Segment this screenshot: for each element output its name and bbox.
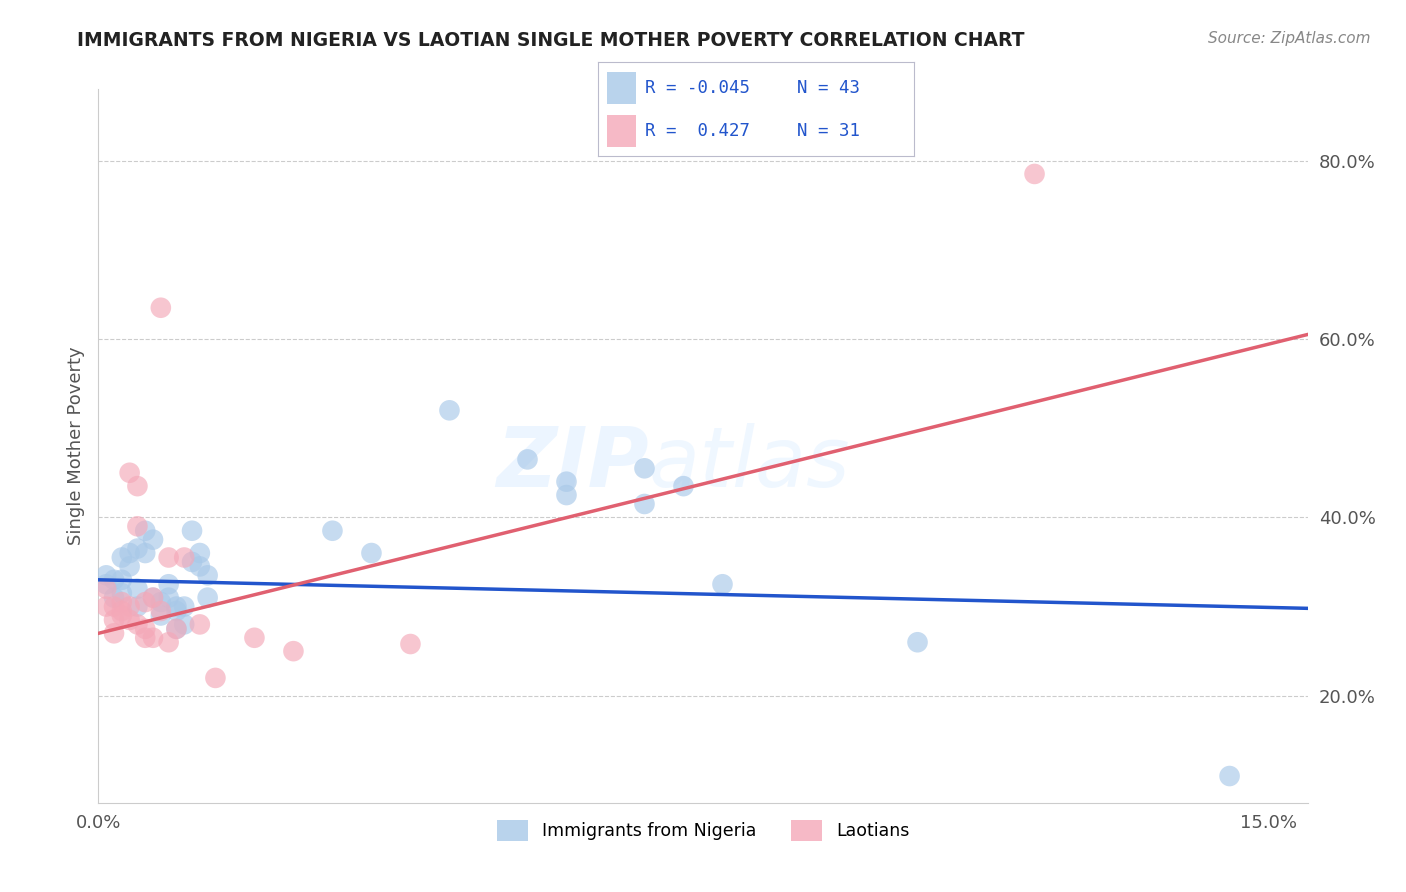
Point <box>633 461 655 475</box>
Point <box>188 559 211 574</box>
Point <box>96 577 118 591</box>
Point <box>142 631 165 645</box>
Point <box>111 608 134 623</box>
Point <box>1219 769 1241 783</box>
Point <box>633 497 655 511</box>
Point <box>118 613 141 627</box>
Point <box>127 599 149 614</box>
Point <box>111 586 134 600</box>
Point <box>188 617 211 632</box>
Point <box>555 475 578 489</box>
Text: R =  0.427: R = 0.427 <box>645 122 749 140</box>
Point <box>96 582 118 596</box>
Point <box>1024 167 1046 181</box>
Point <box>173 599 195 614</box>
Point <box>96 568 118 582</box>
Point <box>103 626 125 640</box>
Point <box>149 608 172 623</box>
Point <box>111 573 134 587</box>
Point <box>149 604 172 618</box>
Point <box>134 631 156 645</box>
Point <box>360 546 382 560</box>
Text: ZIP: ZIP <box>496 424 648 504</box>
Y-axis label: Single Mother Poverty: Single Mother Poverty <box>66 347 84 545</box>
Point <box>134 595 156 609</box>
Point <box>672 479 695 493</box>
Point <box>321 524 343 538</box>
Point <box>127 541 149 556</box>
Point <box>142 591 165 605</box>
Point <box>165 622 187 636</box>
Point <box>907 635 929 649</box>
Point <box>127 479 149 493</box>
Text: Source: ZipAtlas.com: Source: ZipAtlas.com <box>1208 31 1371 46</box>
Point <box>197 568 219 582</box>
Point <box>204 671 226 685</box>
Text: atlas: atlas <box>648 424 851 504</box>
Point <box>243 631 266 645</box>
Point <box>111 595 134 609</box>
Text: IMMIGRANTS FROM NIGERIA VS LAOTIAN SINGLE MOTHER POVERTY CORRELATION CHART: IMMIGRANTS FROM NIGERIA VS LAOTIAN SINGL… <box>77 31 1025 50</box>
Point <box>96 599 118 614</box>
Point <box>555 488 578 502</box>
Point <box>127 519 149 533</box>
Point <box>118 466 141 480</box>
Point <box>439 403 461 417</box>
Point <box>157 550 180 565</box>
Point <box>118 546 141 560</box>
Point <box>157 591 180 605</box>
Point <box>173 550 195 565</box>
Point <box>181 524 204 538</box>
Point <box>188 546 211 560</box>
Point <box>181 555 204 569</box>
Point <box>111 604 134 618</box>
Point <box>103 591 125 605</box>
Text: N = 43: N = 43 <box>797 78 860 96</box>
Point <box>165 599 187 614</box>
Point <box>142 533 165 547</box>
Point <box>283 644 305 658</box>
Point <box>149 301 172 315</box>
Point <box>118 599 141 614</box>
Point <box>111 550 134 565</box>
Point <box>149 595 172 609</box>
Legend: Immigrants from Nigeria, Laotians: Immigrants from Nigeria, Laotians <box>489 813 917 847</box>
Point <box>127 582 149 596</box>
Point <box>165 622 187 636</box>
Point <box>134 546 156 560</box>
Bar <box>607 115 636 147</box>
Point <box>157 635 180 649</box>
Point <box>142 591 165 605</box>
Point <box>173 617 195 632</box>
Point <box>118 559 141 574</box>
Point <box>127 617 149 632</box>
Text: R = -0.045: R = -0.045 <box>645 78 749 96</box>
Point <box>103 599 125 614</box>
Point <box>516 452 538 467</box>
Point <box>399 637 422 651</box>
Bar <box>607 72 636 103</box>
Point <box>103 573 125 587</box>
Point <box>134 622 156 636</box>
Text: N = 31: N = 31 <box>797 122 860 140</box>
Point <box>157 577 180 591</box>
Point <box>711 577 734 591</box>
Point <box>165 604 187 618</box>
Point <box>197 591 219 605</box>
Point <box>103 613 125 627</box>
Point <box>134 524 156 538</box>
